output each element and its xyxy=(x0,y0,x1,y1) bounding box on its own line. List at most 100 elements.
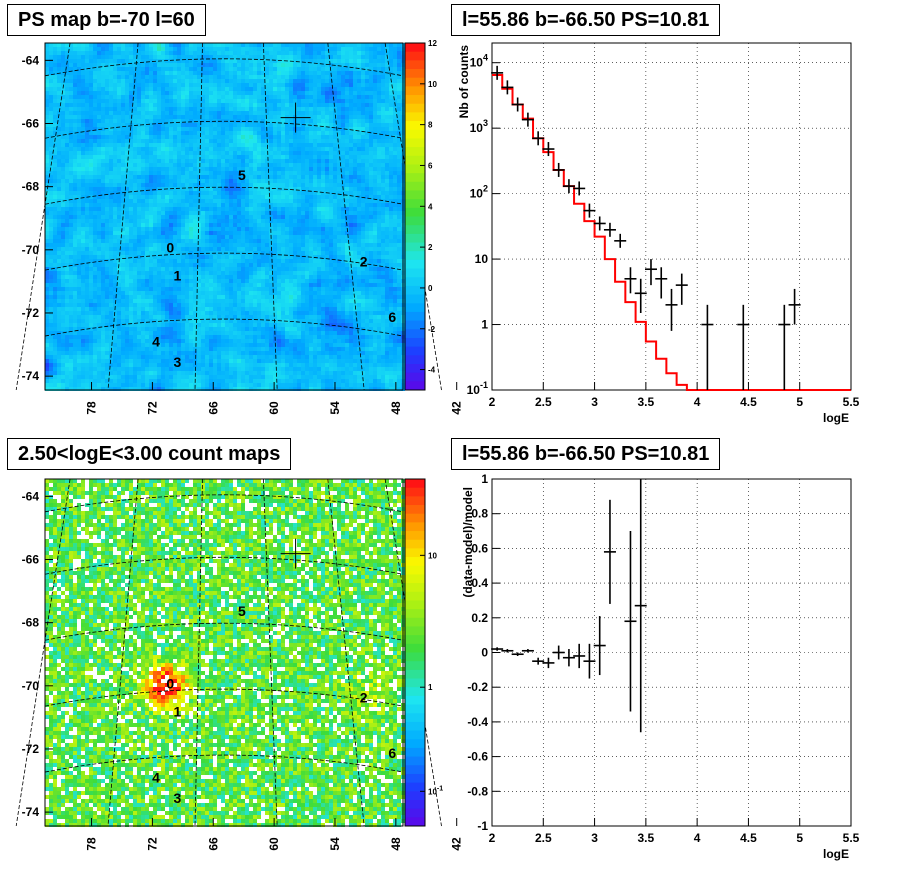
map-cell xyxy=(253,223,257,227)
map-cell xyxy=(289,75,293,79)
map-cell xyxy=(73,219,77,223)
map-cell xyxy=(357,115,361,119)
map-cell xyxy=(281,247,285,251)
map-cell xyxy=(265,215,269,219)
map-cell xyxy=(81,107,85,111)
map-cell xyxy=(281,47,285,51)
map-cell xyxy=(317,103,321,107)
map-cell xyxy=(285,151,289,155)
map-cell xyxy=(185,243,189,247)
map-cell xyxy=(177,171,181,175)
map-cell xyxy=(113,139,117,143)
map-cell xyxy=(337,219,341,223)
map-cell xyxy=(269,79,273,83)
map-cell xyxy=(73,135,77,139)
map-cell xyxy=(393,195,397,199)
map-cell xyxy=(129,159,133,163)
map-cell xyxy=(217,99,221,103)
map-cell xyxy=(333,199,337,203)
map-cell xyxy=(185,51,189,55)
map-cell xyxy=(165,79,169,83)
map-cell xyxy=(377,231,381,235)
map-cell xyxy=(65,235,69,239)
map-cell xyxy=(45,211,49,215)
map-cell xyxy=(121,47,125,51)
map-cell xyxy=(261,135,265,139)
map-cell xyxy=(321,83,325,87)
map-cell xyxy=(157,231,161,235)
map-cell xyxy=(329,199,333,203)
map-cell xyxy=(105,51,109,55)
map-cell xyxy=(61,243,65,247)
map-cell xyxy=(309,79,313,83)
map-cell xyxy=(317,163,321,167)
map-cell xyxy=(61,255,65,259)
map-cell xyxy=(45,67,49,71)
map-cell xyxy=(281,183,285,187)
map-cell xyxy=(205,119,209,123)
map-cell xyxy=(153,223,157,227)
map-cell xyxy=(293,95,297,99)
map-cell xyxy=(109,147,113,151)
map-cell xyxy=(365,83,369,87)
map-cell xyxy=(201,175,205,179)
map-cell xyxy=(221,79,225,83)
map-cell xyxy=(45,215,49,219)
map-cell xyxy=(313,131,317,135)
map-cell xyxy=(301,119,305,123)
map-cell xyxy=(133,251,137,255)
map-cell xyxy=(325,107,329,111)
map-cell xyxy=(69,175,73,179)
map-cell xyxy=(365,155,369,159)
map-cell xyxy=(397,87,401,91)
map-cell xyxy=(325,91,329,95)
map-cell xyxy=(329,151,333,155)
map-cell xyxy=(221,67,225,71)
map-cell xyxy=(153,167,157,171)
map-cell xyxy=(77,159,81,163)
map-cell xyxy=(361,163,365,167)
map-cell xyxy=(189,211,193,215)
map-cell xyxy=(285,79,289,83)
map-cell xyxy=(289,71,293,75)
map-cell xyxy=(197,95,201,99)
map-cell xyxy=(253,159,257,163)
map-cell xyxy=(281,243,285,247)
map-cell xyxy=(297,235,301,239)
map-cell xyxy=(241,207,245,211)
map-cell xyxy=(145,195,149,199)
map-cell xyxy=(277,255,281,259)
map-cell xyxy=(273,155,277,159)
map-cell xyxy=(161,51,165,55)
map-cell xyxy=(49,67,53,71)
map-cell xyxy=(137,199,141,203)
map-cell xyxy=(113,239,117,243)
map-cell xyxy=(341,55,345,59)
map-cell xyxy=(57,79,61,83)
map-cell xyxy=(137,243,141,247)
map-cell xyxy=(161,231,165,235)
map-cell xyxy=(365,147,369,151)
map-cell xyxy=(157,199,161,203)
map-cell xyxy=(121,59,125,63)
map-cell xyxy=(365,131,369,135)
map-cell xyxy=(181,91,185,95)
map-cell xyxy=(329,47,333,51)
map-cell xyxy=(309,151,313,155)
map-cell xyxy=(125,263,129,267)
map-cell xyxy=(125,103,129,107)
map-cell xyxy=(305,119,309,123)
map-cell xyxy=(45,171,49,175)
map-cell xyxy=(229,87,233,91)
map-cell xyxy=(337,175,341,179)
map-cell xyxy=(233,147,237,151)
map-cell xyxy=(149,87,153,91)
map-cell xyxy=(253,123,257,127)
map-cell xyxy=(173,227,177,231)
map-cell xyxy=(197,167,201,171)
map-cell xyxy=(293,135,297,139)
map-cell xyxy=(277,195,281,199)
map-cell xyxy=(341,151,345,155)
map-cell xyxy=(353,167,357,171)
map-cell xyxy=(177,51,181,55)
